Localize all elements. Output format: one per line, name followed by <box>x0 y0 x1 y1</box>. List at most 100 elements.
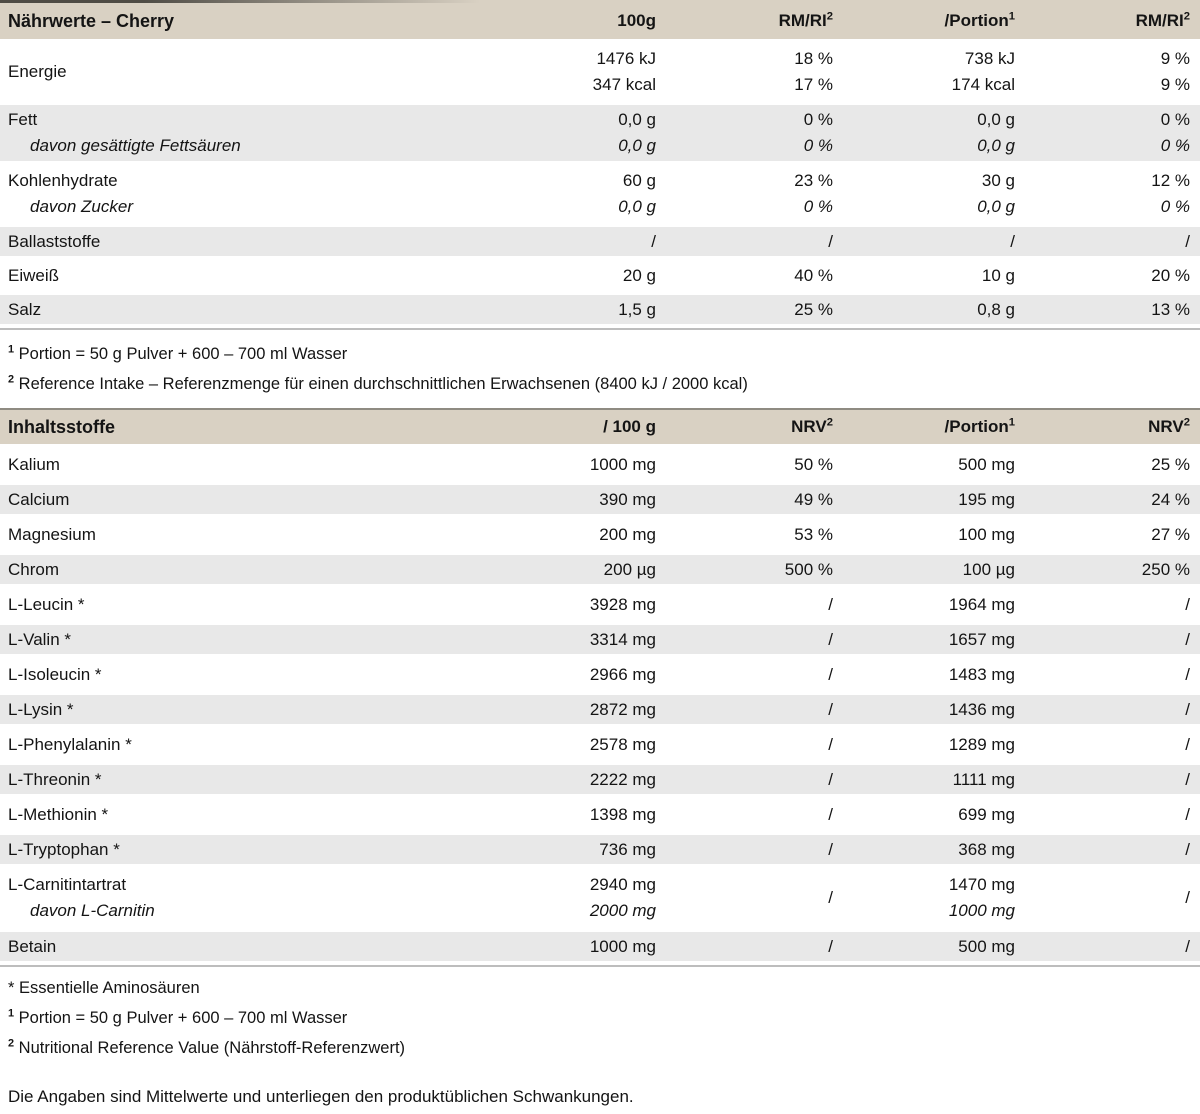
nutrition-table-body: Energie 1476 kJ 347 kcal 18 % 17 % 738 kJ 174 … <box>0 44 1200 324</box>
footnote-text: Essentielle Aminosäuren <box>19 979 200 997</box>
value-cell: 9 % 9 % <box>1160 49 1190 94</box>
value-cell: 23 % 0 % <box>794 171 833 216</box>
column-header-portion: /Portion1 <box>944 10 1015 30</box>
value-cell: / <box>1185 629 1190 649</box>
column-header-per-100g: / 100 g <box>603 417 656 436</box>
row-label: L-Tryptophan * <box>8 839 120 859</box>
value-cell: 1000 mg <box>589 936 656 956</box>
table-row: L-Phenylalanin * 2578 mg / 1289 mg / <box>0 730 1200 759</box>
value-cell: / <box>1185 839 1190 859</box>
row-label: L-Carnitintartrat davon L-Carnitin <box>8 875 155 920</box>
footnote-line: 1 Portion = 50 g Pulver + 600 – 700 ml W… <box>8 1007 348 1027</box>
value-cell: 500 mg <box>958 936 1015 956</box>
value-cell: / <box>1185 734 1190 754</box>
value-cell: 18 % 17 % <box>794 49 833 94</box>
value-cell: 25 % <box>794 299 833 319</box>
table-row: Betain 1000 mg / 500 mg / <box>0 932 1200 961</box>
value-cell: / <box>828 839 833 859</box>
value-cell: 2578 mg <box>589 734 656 754</box>
value-cell: 100 µg <box>962 559 1015 579</box>
value-cell: / <box>828 231 833 251</box>
value-cell: 1436 mg <box>948 699 1015 719</box>
column-header-100g: 100g <box>617 11 656 30</box>
value-cell: 738 kJ 174 kcal <box>951 49 1015 94</box>
column-header-nrv-1: NRV2 <box>791 416 833 436</box>
row-label: Eiweiß <box>8 265 60 285</box>
value-cell: / <box>828 734 833 754</box>
row-label: Calcium <box>8 489 70 509</box>
value-cell: / <box>1185 699 1190 719</box>
ingredients-table-body: Kalium 1000 mg 50 % 500 mg 25 % Calcium 390 mg… <box>0 450 1200 961</box>
value-cell: 2940 mg 2000 mg <box>589 875 656 920</box>
row-label: Kalium <box>8 454 60 474</box>
footnote-line: 2 Reference Intake – Referenzmenge für e… <box>8 373 748 393</box>
value-cell: / <box>828 769 833 789</box>
ingredients-footnotes: * Essentielle Aminosäuren 1 Portion = 50 … <box>8 977 1200 1060</box>
value-cell: / <box>1010 231 1015 251</box>
value-cell: / <box>828 699 833 719</box>
value-cell: / <box>1185 231 1190 251</box>
value-cell: / <box>828 804 833 824</box>
value-cell: 49 % <box>794 489 833 509</box>
value-cell: / <box>1185 664 1190 684</box>
table-row: Ballaststoffe / / / / <box>0 227 1200 256</box>
nutrition-table-header: Nährwerte – Cherry 100g RM/RI2 /Portion1… <box>0 3 1200 39</box>
value-cell: 25 % <box>1151 454 1190 474</box>
value-cell: / <box>828 629 833 649</box>
value-cell: 1657 mg <box>948 629 1015 649</box>
row-label: L-Leucin * <box>8 594 85 614</box>
footnote-line: 1 Portion = 50 g Pulver + 600 – 700 ml W… <box>8 343 348 363</box>
table-row: L-Methionin * 1398 mg / 699 mg / <box>0 800 1200 829</box>
value-cell: 250 % <box>1141 559 1190 579</box>
value-cell: 13 % <box>1151 299 1190 319</box>
value-cell: 195 mg <box>958 489 1015 509</box>
column-header-portion-2: /Portion1 <box>944 416 1015 436</box>
table-row: L-Threonin * 2222 mg / 1111 mg / <box>0 765 1200 794</box>
table-row: Magnesium 200 mg 53 % 100 mg 27 % <box>0 520 1200 549</box>
value-cell: 1476 kJ 347 kcal <box>592 49 656 94</box>
value-cell: 1,5 g <box>618 299 656 319</box>
row-label: L-Lysin * <box>8 699 74 719</box>
column-header-nrv-2: NRV2 <box>1148 416 1190 436</box>
row-label: Fett davon gesättigte Fettsäuren <box>8 110 241 155</box>
nutrition-table: Nährwerte – Cherry 100g RM/RI2 /Portion1… <box>0 3 1200 330</box>
value-cell: / <box>828 936 833 956</box>
value-cell: 100 mg <box>958 524 1015 544</box>
value-cell: 20 g <box>622 265 656 285</box>
table-row: Energie 1476 kJ 347 kcal 18 % 17 % 738 kJ 174 … <box>0 44 1200 100</box>
value-cell: 0,8 g <box>977 299 1015 319</box>
nutrition-table-title: Nährwerte – Cherry <box>8 10 175 31</box>
value-cell: 1470 mg 1000 mg <box>948 875 1015 920</box>
table-row: Chrom 200 µg 500 % 100 µg 250 % <box>0 555 1200 584</box>
row-label: Betain <box>8 936 57 956</box>
table-row: L-Leucin * 3928 mg / 1964 mg / <box>0 590 1200 619</box>
footnote-text: Portion = 50 g Pulver + 600 – 700 ml Was… <box>18 1009 348 1027</box>
value-cell: 40 % <box>794 265 833 285</box>
value-cell: 736 mg <box>599 839 656 859</box>
value-cell: / <box>1185 888 1190 907</box>
table-row: L-Lysin * 2872 mg / 1436 mg / <box>0 695 1200 724</box>
row-label: L-Threonin * <box>8 769 102 789</box>
row-label: L-Isoleucin * <box>8 664 102 684</box>
value-cell: / <box>1185 769 1190 789</box>
value-cell: 20 % <box>1151 265 1190 285</box>
value-cell: 1000 mg <box>589 454 656 474</box>
row-label: Salz <box>8 299 42 319</box>
row-label: L-Valin * <box>8 629 71 649</box>
value-cell: 50 % <box>794 454 833 474</box>
value-cell: 27 % <box>1151 524 1190 544</box>
value-cell: 0 % 0 % <box>803 110 833 155</box>
value-cell: 53 % <box>794 524 833 544</box>
value-cell: 2222 mg <box>589 769 656 789</box>
value-cell: 699 mg <box>958 804 1015 824</box>
footnote-text: Nutritional Reference Value (Nährstoff-R… <box>18 1039 406 1057</box>
top-rule <box>0 0 1200 3</box>
row-label: Chrom <box>8 559 60 579</box>
value-cell: 3314 mg <box>589 629 656 649</box>
disclaimer-text: Die Angaben sind Mittelwerte und unterli… <box>8 1087 634 1106</box>
row-label: L-Methionin * <box>8 804 109 824</box>
value-cell: 1398 mg <box>589 804 656 824</box>
value-cell: 60 g 0,0 g <box>618 171 656 216</box>
nutrition-footnotes: 1 Portion = 50 g Pulver + 600 – 700 ml W… <box>8 343 1200 396</box>
